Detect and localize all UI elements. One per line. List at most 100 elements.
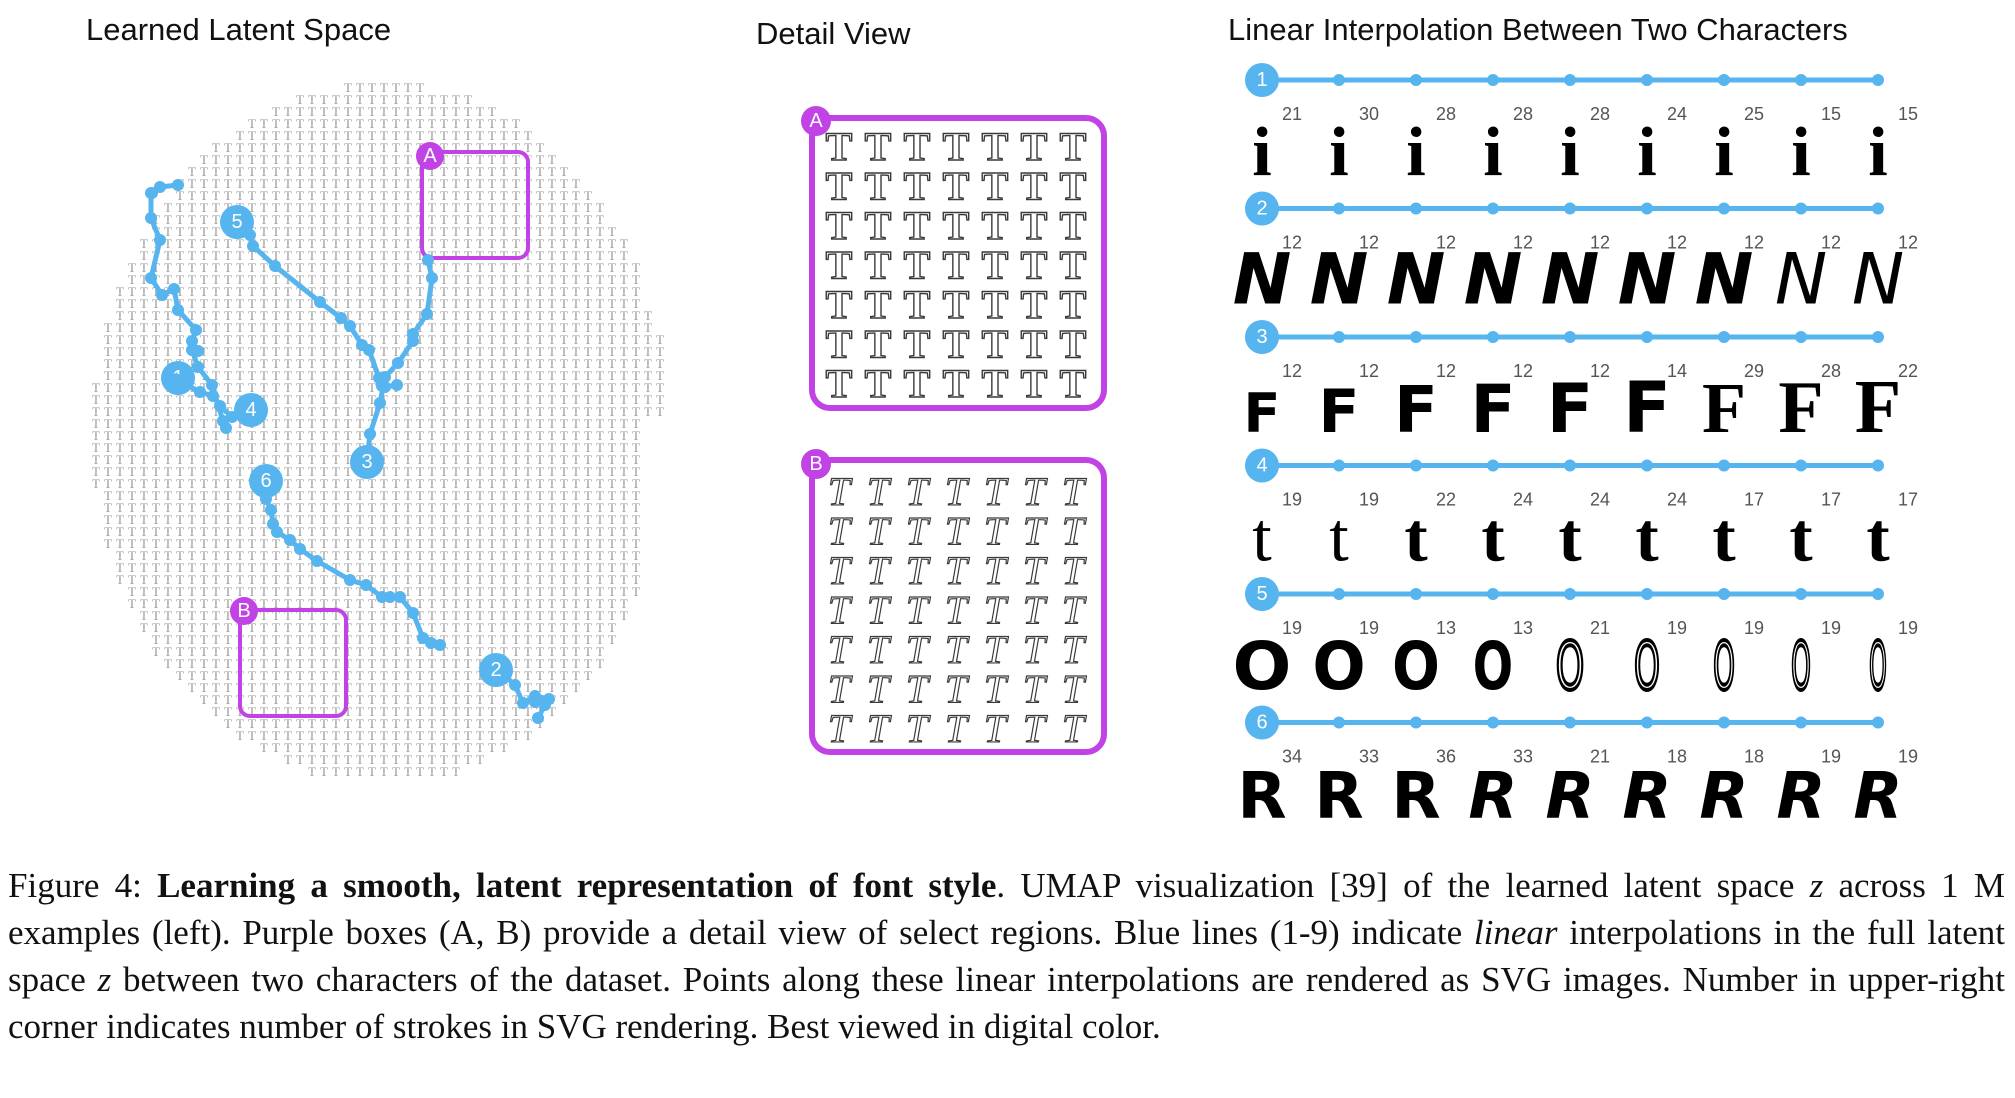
latent-glyph: T — [428, 356, 436, 371]
latent-glyph: T — [128, 536, 136, 551]
latent-glyph: T — [212, 248, 220, 263]
latent-glyph: T — [452, 332, 460, 347]
latent-glyph: T — [344, 152, 352, 167]
latent-glyph: T — [380, 404, 388, 419]
latent-glyph: T — [308, 572, 316, 587]
latent-glyph: T — [512, 320, 520, 335]
latent-glyph: T — [116, 428, 124, 443]
latent-glyph: T — [404, 416, 412, 431]
latent-glyph: T — [464, 140, 472, 155]
latent-glyph: T — [452, 344, 460, 359]
latent-path-point — [172, 179, 184, 191]
latent-glyph: T — [272, 188, 280, 203]
latent-glyph: T — [404, 704, 412, 719]
latent-glyph: T — [116, 476, 124, 491]
latent-glyph: T — [104, 476, 112, 491]
latent-glyph: T — [488, 284, 496, 299]
detail-b-glyph-grid: T T T T T T TT T T T T T TT T T T T T TT T T T T T TT T T T T T TT T T T T… — [827, 468, 1087, 751]
latent-glyph: T — [296, 224, 304, 239]
latent-glyph: T — [488, 104, 496, 119]
latent-glyph: T — [464, 212, 472, 227]
latent-glyph: T — [452, 620, 460, 635]
latent-glyph: T — [356, 596, 364, 611]
latent-glyph: T — [176, 560, 184, 575]
latent-glyph: T — [596, 344, 604, 359]
latent-glyph: T — [236, 380, 244, 395]
interpolated-glyph: i — [1483, 114, 1502, 191]
latent-glyph: T — [404, 452, 412, 467]
latent-glyph: T — [188, 644, 196, 659]
latent-glyph: T — [224, 236, 232, 251]
interpolation-point — [1410, 202, 1422, 215]
latent-glyph: T — [596, 212, 604, 227]
latent-glyph: T — [572, 224, 580, 239]
latent-glyph: T — [380, 296, 388, 311]
latent-glyph: T — [332, 332, 340, 347]
latent-glyph: T — [464, 740, 472, 755]
stroke-count: 15 — [1898, 104, 1918, 124]
interpolated-glyph: t — [1635, 500, 1658, 577]
latent-glyph: T — [428, 536, 436, 551]
latent-glyph: T — [584, 644, 592, 659]
interpolated-glyph: t — [1789, 500, 1812, 577]
latent-glyph: T — [308, 584, 316, 599]
latent-glyph: T — [500, 452, 508, 467]
latent-glyph: T — [308, 440, 316, 455]
latent-glyph: T — [452, 164, 460, 179]
latent-glyph: T — [140, 584, 148, 599]
latent-glyph: T — [296, 656, 304, 671]
latent-glyph: T — [236, 188, 244, 203]
latent-glyph: T — [356, 620, 364, 635]
latent-glyph: T — [464, 512, 472, 527]
latent-glyph: T — [380, 536, 388, 551]
latent-glyph: T — [152, 428, 160, 443]
latent-glyph: T — [476, 296, 484, 311]
latent-glyph: T — [296, 152, 304, 167]
latent-glyph: T — [464, 236, 472, 251]
interpolated-glyph: O — [1869, 627, 1887, 705]
detail-glyph: T — [945, 627, 970, 672]
latent-glyph: T — [356, 428, 364, 443]
detail-glyph: T — [906, 509, 931, 554]
latent-glyph: T — [380, 680, 388, 695]
latent-glyph: T — [512, 140, 520, 155]
latent-glyph: T — [356, 188, 364, 203]
latent-glyph: T — [284, 488, 292, 503]
latent-glyph: T — [548, 680, 556, 695]
latent-glyph: T — [356, 680, 364, 695]
latent-glyph: T — [548, 464, 556, 479]
latent-glyph: T — [488, 248, 496, 263]
latent-glyph: T — [344, 740, 352, 755]
latent-glyph: T — [92, 416, 100, 431]
latent-path-point — [434, 639, 446, 651]
latent-glyph: T — [308, 164, 316, 179]
detail-glyph: T — [1062, 548, 1087, 593]
latent-glyph: T — [632, 428, 640, 443]
latent-glyph: T — [128, 500, 136, 515]
latent-glyph: T — [224, 356, 232, 371]
latent-glyph: T — [416, 296, 424, 311]
latent-glyph: T — [296, 680, 304, 695]
latent-glyph: T — [476, 428, 484, 443]
latent-path-point — [186, 344, 198, 356]
latent-glyph: T — [572, 524, 580, 539]
latent-glyph: T — [608, 632, 616, 647]
interpolated-glyph: O — [1556, 628, 1585, 705]
interpolated-glyph: N — [1464, 239, 1523, 321]
caption-prefix: Figure 4: — [8, 866, 158, 905]
latent-glyph: T — [224, 188, 232, 203]
latent-glyph: T — [536, 560, 544, 575]
latent-path-point — [145, 187, 157, 199]
latent-glyph: T — [584, 392, 592, 407]
latent-glyph: T — [212, 416, 220, 431]
latent-glyph: T — [560, 584, 568, 599]
latent-glyph: T — [332, 572, 340, 587]
latent-glyph: T — [476, 176, 484, 191]
latent-glyph: T — [164, 512, 172, 527]
latent-glyph: T — [272, 692, 280, 707]
latent-glyph: T — [284, 356, 292, 371]
latent-glyph: T — [116, 572, 124, 587]
latent-glyph: T — [332, 404, 340, 419]
latent-glyph: T — [524, 620, 532, 635]
latent-glyph: T — [416, 608, 424, 623]
